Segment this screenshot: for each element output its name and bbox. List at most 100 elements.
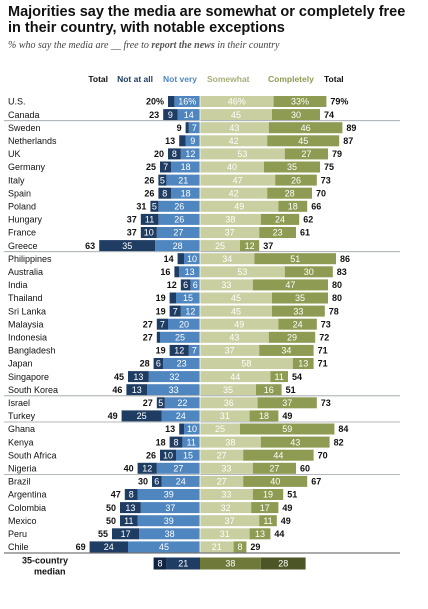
- label-somewhat: 34: [222, 254, 232, 264]
- median-bar-completely: [260, 557, 306, 570]
- label-pos-total: 62: [303, 215, 313, 225]
- bar-not-at-all: [120, 515, 138, 527]
- bar-completely: [278, 200, 308, 212]
- label-not-at-all: 5: [152, 202, 157, 212]
- label-neg-total: 27: [143, 333, 153, 343]
- label-neg-total: 12: [167, 280, 177, 290]
- label-completely: 24: [293, 319, 303, 329]
- country-label: Chile: [8, 542, 29, 552]
- label-not-very: 14: [184, 110, 194, 120]
- label-somewhat: 31: [220, 529, 230, 539]
- bar-completely: [259, 227, 296, 238]
- bar-completely: [292, 358, 314, 369]
- country-label: Indonesia: [8, 333, 47, 343]
- bar-not-very: [180, 305, 200, 317]
- bar-not-at-all: [120, 502, 141, 514]
- header-not-very: Not very: [163, 74, 197, 84]
- bar-somewhat: [200, 475, 244, 487]
- bar-somewhat: [200, 515, 260, 527]
- label-pos-total: 80: [332, 293, 342, 303]
- label-completely: 23: [273, 228, 283, 238]
- label-pos-total: 61: [300, 228, 310, 238]
- bar-not-very: [137, 489, 200, 500]
- subtitle-emphasis: report the news: [151, 40, 215, 51]
- bar-somewhat: [200, 148, 285, 160]
- bar-completely: [267, 135, 340, 147]
- label-somewhat: 33: [221, 280, 231, 290]
- median-label-line1: 35-country: [22, 556, 68, 566]
- bar-somewhat: [200, 253, 255, 265]
- bar-not-very: [128, 541, 200, 553]
- bar-completely: [260, 213, 300, 225]
- label-somewhat: 37: [225, 228, 235, 238]
- bar-not-at-all: [174, 266, 180, 278]
- label-not-very: 15: [183, 293, 193, 303]
- bar-not-very: [163, 358, 200, 369]
- bar-completely: [252, 279, 328, 291]
- label-not-very: 12: [185, 306, 195, 316]
- bar-completely: [264, 161, 320, 173]
- bar-somewhat: [200, 371, 271, 383]
- bar-not-at-all: [179, 135, 186, 147]
- bar-not-very: [161, 410, 200, 422]
- bar-not-at-all: [163, 109, 178, 121]
- bar-not-very: [171, 187, 200, 199]
- label-not-at-all: 10: [163, 450, 173, 460]
- bar-completely: [284, 148, 328, 160]
- label-pos-total: 51: [287, 490, 297, 500]
- label-completely: 11: [263, 516, 272, 526]
- label-pos-total: 70: [318, 450, 328, 460]
- label-not-at-all: 11: [124, 516, 133, 526]
- country-label: Ghana: [8, 424, 35, 434]
- label-not-at-all: 5: [158, 398, 163, 408]
- label-completely: 19: [263, 490, 273, 500]
- label-somewhat: 25: [215, 424, 225, 434]
- label-pos-total: 73: [321, 175, 331, 185]
- header-completely: Completely: [268, 74, 314, 84]
- bar-completely: [257, 397, 317, 409]
- bar-not-at-all: [112, 528, 140, 540]
- label-pos-total: 82: [334, 437, 344, 447]
- label-not-very: 32: [169, 372, 179, 382]
- median-bar-not-at-all: [153, 557, 167, 570]
- label-somewhat: 43: [229, 123, 239, 133]
- bar-not-very: [176, 449, 200, 461]
- label-completely: 26: [291, 175, 301, 185]
- label-not-at-all: 24: [104, 542, 114, 552]
- label-not-very: 26: [174, 215, 184, 225]
- label-not-very: 7: [192, 346, 197, 356]
- label-not-very: 24: [176, 477, 186, 487]
- bar-not-very: [168, 318, 200, 330]
- label-completely: 16: [264, 385, 274, 395]
- bar-somewhat: [200, 96, 274, 107]
- bar-not-very: [180, 148, 200, 160]
- subtitle-post: in their country: [214, 40, 280, 51]
- bar-completely: [284, 266, 333, 278]
- label-not-at-all: 10: [144, 228, 154, 238]
- label-somewhat: 44: [230, 372, 240, 382]
- country-label: Canada: [8, 110, 40, 120]
- label-completely: 24: [275, 215, 285, 225]
- label-pos-total: 49: [281, 516, 291, 526]
- label-pos-total: 74: [324, 110, 334, 120]
- bar-not-very: [164, 397, 200, 409]
- label-neg-total: 20: [154, 149, 164, 159]
- label-completely: 37: [282, 398, 292, 408]
- bar-not-very: [174, 96, 200, 107]
- bar-completely: [272, 109, 320, 121]
- label-neg-total: 31: [136, 202, 146, 212]
- bar-not-very: [148, 371, 200, 383]
- label-somewhat: 42: [229, 136, 239, 146]
- label-not-very: 27: [173, 228, 183, 238]
- label-not-very: 16%: [178, 97, 196, 107]
- label-neg-total: 50: [106, 516, 116, 526]
- label-not-very: 39: [164, 516, 174, 526]
- label-neg-total: 23: [149, 110, 159, 120]
- label-not-very: 6: [193, 280, 198, 290]
- label-not-at-all: 12: [142, 464, 152, 474]
- bar-completely: [267, 187, 312, 199]
- bar-completely: [259, 515, 277, 527]
- label-pos-total: 79: [332, 149, 342, 159]
- label-somewhat: 58: [241, 359, 251, 369]
- bar-not-at-all: [160, 161, 172, 173]
